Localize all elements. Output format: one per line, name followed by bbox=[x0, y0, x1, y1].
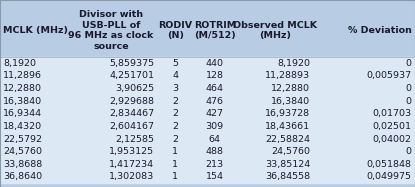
Text: 8,1920: 8,1920 bbox=[277, 59, 310, 68]
Text: 11,28893: 11,28893 bbox=[265, 71, 310, 80]
Text: 2: 2 bbox=[172, 135, 178, 144]
Text: 2,12585: 2,12585 bbox=[115, 135, 154, 144]
Text: 464: 464 bbox=[206, 84, 224, 93]
Text: 2,834467: 2,834467 bbox=[109, 109, 154, 118]
Text: 24,5760: 24,5760 bbox=[3, 147, 42, 156]
Text: 427: 427 bbox=[206, 109, 224, 118]
Text: ROTRIM
(M/512): ROTRIM (M/512) bbox=[194, 21, 236, 40]
Text: 8,1920: 8,1920 bbox=[3, 59, 37, 68]
Text: 0,049975: 0,049975 bbox=[367, 172, 412, 181]
Text: 2: 2 bbox=[172, 122, 178, 131]
Text: 36,84558: 36,84558 bbox=[265, 172, 310, 181]
Text: 11,2896: 11,2896 bbox=[3, 71, 42, 80]
Text: RODIV
(N): RODIV (N) bbox=[158, 21, 193, 40]
Text: 36,8640: 36,8640 bbox=[3, 172, 42, 181]
Bar bbox=[0, 120, 415, 133]
Text: 440: 440 bbox=[206, 59, 224, 68]
Text: % Deviation: % Deviation bbox=[348, 26, 412, 35]
Text: 0: 0 bbox=[406, 84, 412, 93]
Bar bbox=[0, 108, 415, 120]
Text: 5: 5 bbox=[172, 59, 178, 68]
Text: 12,2880: 12,2880 bbox=[271, 84, 310, 93]
Text: 3,90625: 3,90625 bbox=[115, 84, 154, 93]
Bar bbox=[0, 82, 415, 95]
Bar bbox=[0, 133, 415, 145]
Text: 64: 64 bbox=[209, 135, 221, 144]
Text: 128: 128 bbox=[206, 71, 224, 80]
Text: 1,953125: 1,953125 bbox=[109, 147, 154, 156]
Text: Divisor with
USB-PLL of
96 MHz as clock
source: Divisor with USB-PLL of 96 MHz as clock … bbox=[68, 10, 154, 51]
Text: 16,93728: 16,93728 bbox=[265, 109, 310, 118]
Text: 476: 476 bbox=[206, 97, 224, 106]
Text: 16,3840: 16,3840 bbox=[271, 97, 310, 106]
Text: 1,302083: 1,302083 bbox=[109, 172, 154, 181]
Text: 18,4320: 18,4320 bbox=[3, 122, 42, 131]
Text: 18,43661: 18,43661 bbox=[265, 122, 310, 131]
Text: 4,251701: 4,251701 bbox=[110, 71, 154, 80]
Text: 24,5760: 24,5760 bbox=[271, 147, 310, 156]
Text: 0: 0 bbox=[406, 147, 412, 156]
Text: 0: 0 bbox=[406, 59, 412, 68]
Text: 0,005937: 0,005937 bbox=[366, 71, 412, 80]
Text: 309: 309 bbox=[206, 122, 224, 131]
Bar bbox=[0, 70, 415, 82]
Bar bbox=[0, 57, 415, 70]
Text: 22,58824: 22,58824 bbox=[265, 135, 310, 144]
Text: 213: 213 bbox=[206, 160, 224, 169]
Bar bbox=[0, 95, 415, 108]
Text: 0,01703: 0,01703 bbox=[373, 109, 412, 118]
Text: 154: 154 bbox=[206, 172, 224, 181]
Text: MCLK (MHz): MCLK (MHz) bbox=[3, 26, 68, 35]
Text: 0,04002: 0,04002 bbox=[373, 135, 412, 144]
Text: 5,859375: 5,859375 bbox=[109, 59, 154, 68]
Text: 4: 4 bbox=[172, 71, 178, 80]
Text: 2: 2 bbox=[172, 97, 178, 106]
Text: 0,051848: 0,051848 bbox=[367, 160, 412, 169]
Text: 0: 0 bbox=[406, 97, 412, 106]
Text: 33,8688: 33,8688 bbox=[3, 160, 43, 169]
Text: 16,3840: 16,3840 bbox=[3, 97, 42, 106]
Text: 2,604167: 2,604167 bbox=[110, 122, 154, 131]
Text: 488: 488 bbox=[206, 147, 224, 156]
Text: 1: 1 bbox=[172, 172, 178, 181]
Bar bbox=[0, 4, 415, 57]
Bar bbox=[0, 171, 415, 183]
Bar bbox=[0, 158, 415, 171]
Text: 1,417234: 1,417234 bbox=[109, 160, 154, 169]
Text: Observed MCLK
(MHz): Observed MCLK (MHz) bbox=[233, 21, 317, 40]
Bar bbox=[0, 145, 415, 158]
Text: 3: 3 bbox=[172, 84, 178, 93]
Text: 2: 2 bbox=[172, 109, 178, 118]
Text: 12,2880: 12,2880 bbox=[3, 84, 42, 93]
Text: 16,9344: 16,9344 bbox=[3, 109, 42, 118]
Text: 33,85124: 33,85124 bbox=[265, 160, 310, 169]
Text: 1: 1 bbox=[172, 160, 178, 169]
Text: 22,5792: 22,5792 bbox=[3, 135, 42, 144]
Text: 0,02501: 0,02501 bbox=[373, 122, 412, 131]
Text: 1: 1 bbox=[172, 147, 178, 156]
Text: 2,929688: 2,929688 bbox=[110, 97, 154, 106]
